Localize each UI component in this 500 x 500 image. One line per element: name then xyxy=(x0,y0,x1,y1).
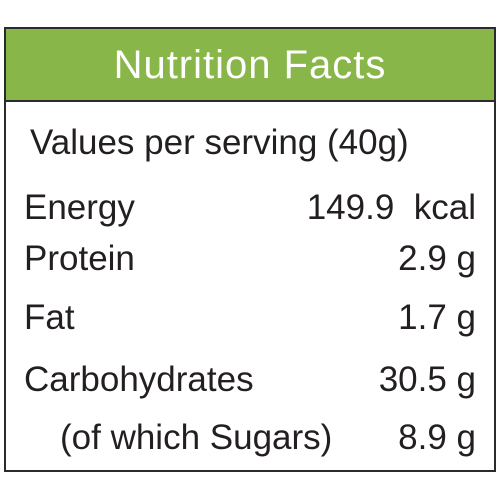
row-label: Carbohydrates xyxy=(24,360,254,399)
row-value: 30.5 g xyxy=(378,360,476,399)
row-label: Fat xyxy=(24,298,75,337)
title: Nutrition Facts xyxy=(113,43,387,87)
header-band: Nutrition Facts xyxy=(6,29,494,102)
row-label: Energy xyxy=(24,188,135,227)
serving: Values per serving (40g) xyxy=(30,123,409,162)
row-label: Protein xyxy=(24,239,135,278)
row-value: 2.9 g xyxy=(398,239,476,278)
row-value: 8.9 g xyxy=(398,418,476,457)
nutrition-label: Nutrition Facts Values per serving (40g)… xyxy=(4,27,496,472)
row-label: (of which Sugars) xyxy=(60,418,333,457)
row-value: 1.7 g xyxy=(398,298,476,337)
row-value: 149.9 kcal xyxy=(306,188,476,227)
